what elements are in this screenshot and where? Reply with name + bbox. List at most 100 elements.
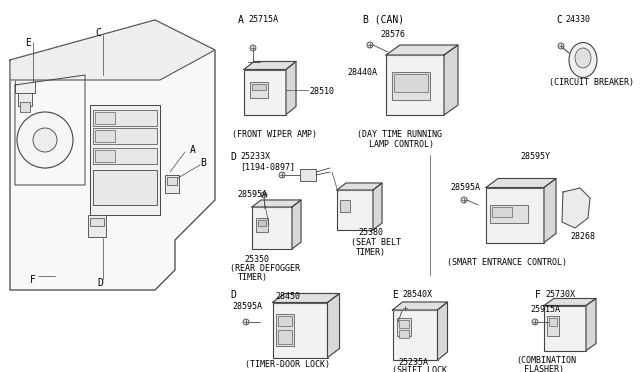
Bar [165,175,179,193]
Circle shape [532,319,538,325]
Bar [565,200,579,208]
Bar [386,55,444,115]
Polygon shape [10,20,215,80]
Text: FLASHER): FLASHER) [524,365,564,372]
Text: 28540X: 28540X [402,290,432,299]
Circle shape [570,219,576,225]
Text: D: D [230,152,236,162]
Text: (REAR DEFOGGER: (REAR DEFOGGER [230,264,300,273]
Text: C: C [556,15,562,25]
Text: (FRONT WIPER AMP): (FRONT WIPER AMP) [232,130,317,139]
Polygon shape [386,45,458,55]
Text: 28595A: 28595A [450,183,480,192]
Text: E: E [392,290,398,300]
Text: TIMER): TIMER) [356,248,386,257]
Text: B (CAN): B (CAN) [363,15,404,25]
Bar [340,200,350,212]
Text: (DAY TIME RUNNING: (DAY TIME RUNNING [357,130,442,139]
Bar [20,102,30,112]
Polygon shape [337,183,382,190]
Text: D: D [97,278,103,288]
Circle shape [367,42,373,48]
Bar [244,70,286,115]
Polygon shape [373,183,382,230]
Bar [337,190,373,230]
Bar [300,169,316,181]
Bar [18,88,32,106]
Polygon shape [10,20,215,290]
Bar [397,318,411,336]
Text: (COMBINATION: (COMBINATION [516,356,576,365]
Bar [278,316,292,326]
Bar [273,302,328,357]
Polygon shape [273,294,339,302]
Text: A: A [238,15,244,25]
Bar [256,218,268,232]
Circle shape [33,128,57,152]
Text: 25730X: 25730X [545,290,575,299]
Text: 25915A: 25915A [530,305,560,314]
Polygon shape [486,179,556,187]
Polygon shape [544,179,556,243]
Bar [399,330,409,338]
Text: 24330: 24330 [565,15,590,24]
Polygon shape [544,298,596,305]
Text: 28440A: 28440A [347,68,377,77]
Bar [93,170,157,205]
Bar [549,318,557,326]
Text: (TIMER-DOOR LOCK): (TIMER-DOOR LOCK) [245,360,330,369]
Polygon shape [392,302,447,310]
Bar [490,205,528,223]
Circle shape [558,43,564,49]
Circle shape [243,319,249,325]
Circle shape [402,305,408,311]
Text: LAMP CONTROL): LAMP CONTROL) [369,140,434,149]
Polygon shape [286,61,296,115]
Polygon shape [252,200,301,207]
Polygon shape [292,200,301,249]
Text: (CIRCUIT BREAKER): (CIRCUIT BREAKER) [549,78,634,87]
Bar [252,207,292,249]
Bar [547,316,559,336]
Bar [93,128,157,144]
Text: B: B [200,158,206,168]
Bar [565,210,579,216]
Text: D: D [230,290,236,300]
Circle shape [17,112,73,168]
Ellipse shape [575,48,591,68]
Text: 25350: 25350 [244,255,269,264]
Text: 28595Y: 28595Y [520,152,550,161]
Text: (SEAT BELT: (SEAT BELT [351,238,401,247]
Text: 28450: 28450 [275,292,300,301]
Text: [1194-0897]: [1194-0897] [240,162,295,171]
Text: (SHIFT LOCK: (SHIFT LOCK [392,366,447,372]
Circle shape [250,45,256,51]
Text: 25235A: 25235A [398,358,428,367]
Text: 25233X: 25233X [240,152,270,161]
Circle shape [261,192,267,198]
Bar [95,112,115,124]
Bar [95,150,115,162]
Text: 25715A: 25715A [248,15,278,24]
Polygon shape [328,294,339,357]
Text: 28576: 28576 [380,30,405,39]
Bar [276,314,294,346]
Bar [394,74,428,92]
Circle shape [279,172,285,178]
Text: 25380: 25380 [358,228,383,237]
Polygon shape [244,61,296,70]
Text: 28595A: 28595A [232,302,262,311]
Bar [90,218,104,226]
Text: E: E [25,38,31,48]
Bar [544,305,586,350]
Text: F: F [535,290,541,300]
Bar [252,84,266,90]
Text: 28510: 28510 [309,87,334,96]
Text: (SMART ENTRANCE CONTROL): (SMART ENTRANCE CONTROL) [447,258,567,267]
Bar [278,330,292,344]
Text: A: A [190,145,196,155]
Bar [392,310,438,360]
Ellipse shape [569,42,597,77]
Bar [399,320,409,328]
Polygon shape [438,302,447,360]
